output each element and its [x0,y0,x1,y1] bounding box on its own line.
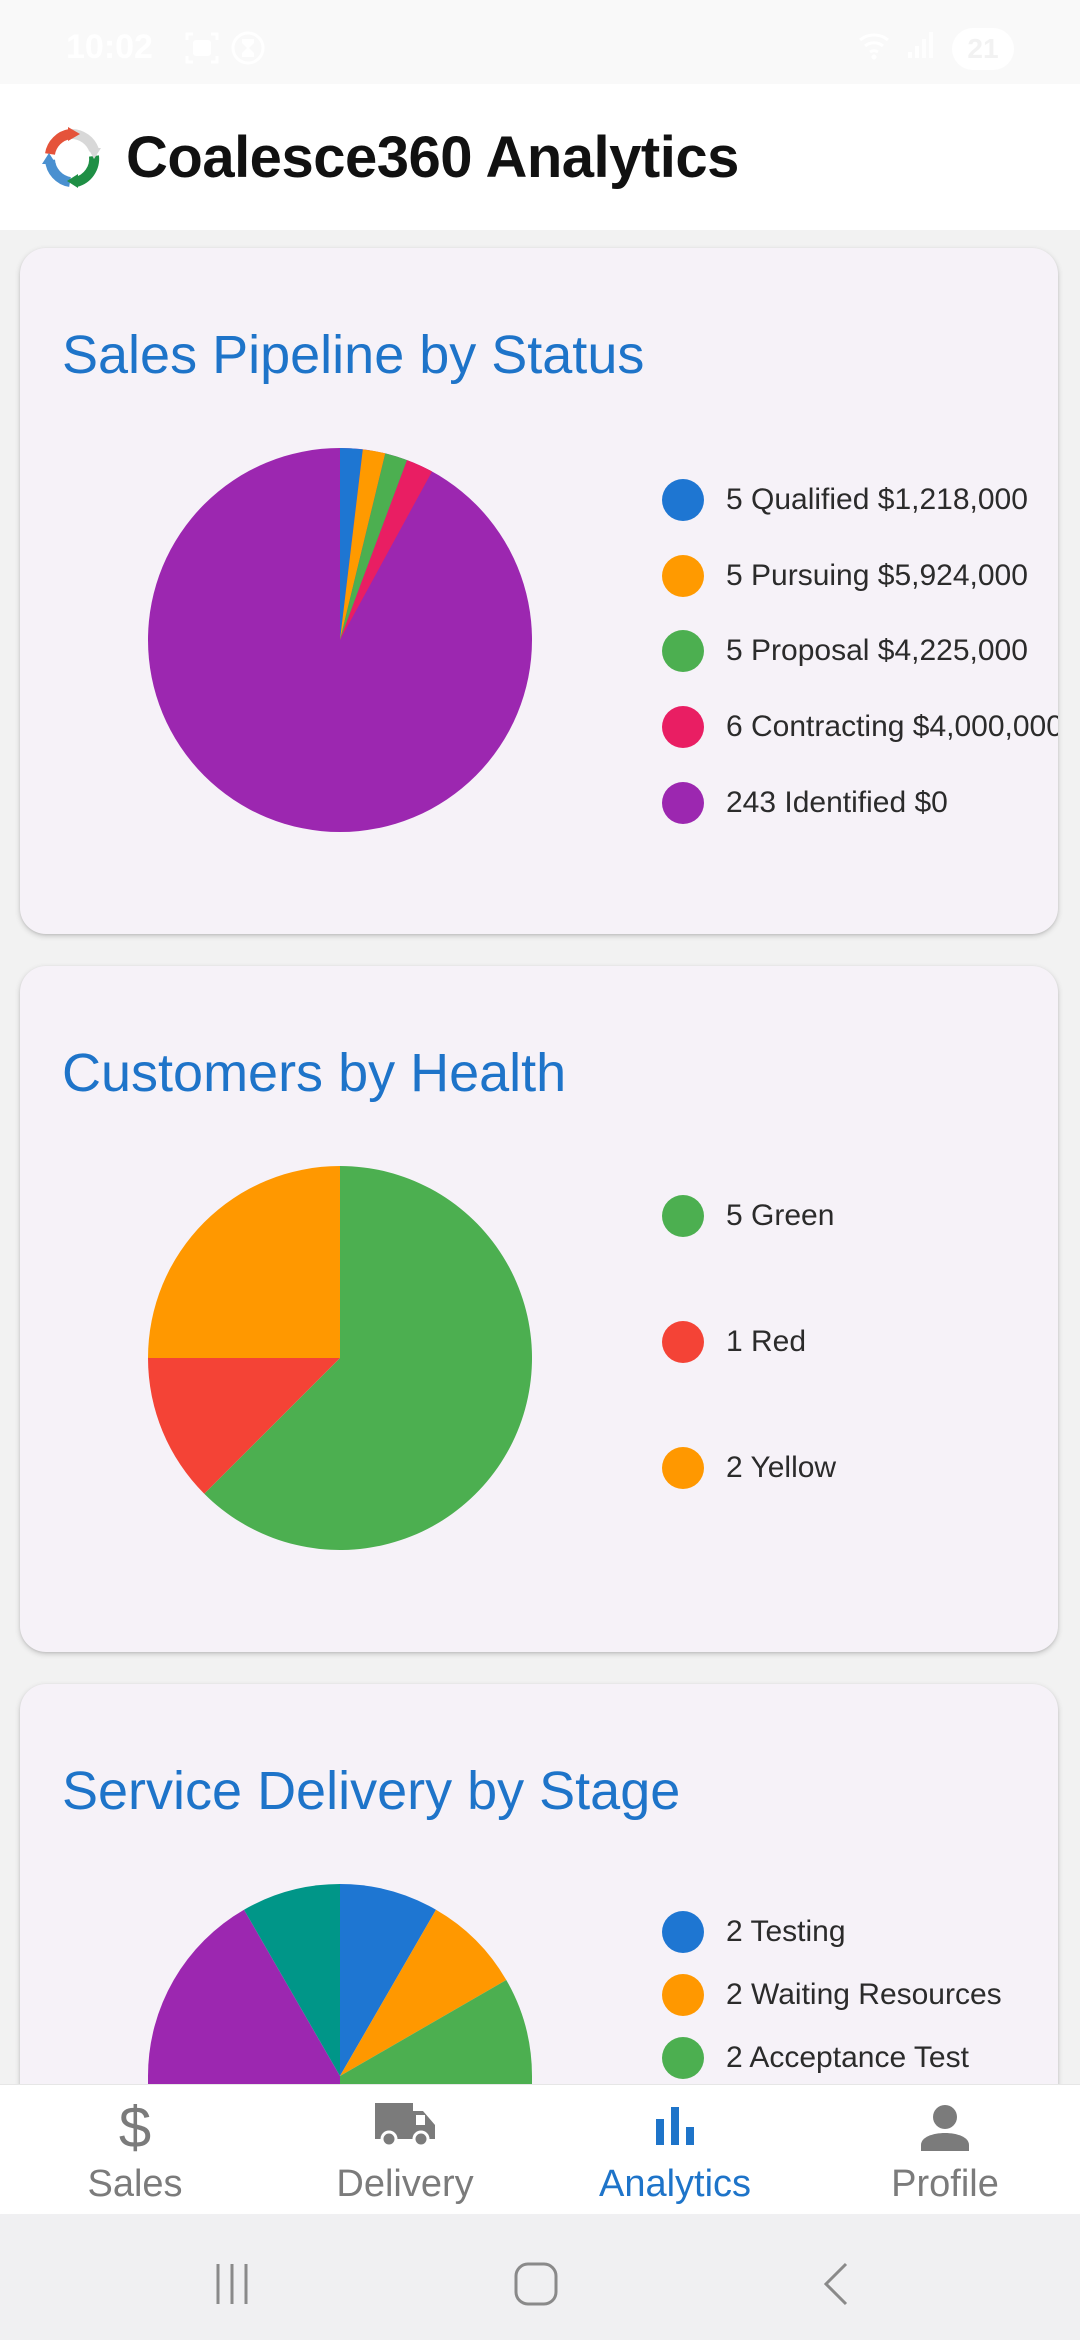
legend-dot [662,1911,704,1953]
legend-label: 6 Contracting $4,000,000 [726,710,1058,743]
dollar-icon: $ [115,2095,155,2160]
legend-item: 5 Pursuing $5,924,000 [662,554,1028,598]
service-delivery-card: Service Delivery by Stage 2 Testing 2 Wa… [20,1684,1058,2084]
slice-testing [340,1884,436,2076]
customers-health-card: Customers by Health 5 Green 1 Red 2 [20,966,1058,1652]
legend-label: 1 Red [726,1325,807,1358]
app-title: Coalesce360 Analytics [126,125,739,190]
legend-label: 2 Waiting Resources [726,1978,1002,2011]
legend-item: 2 Waiting Resources [662,1973,1002,2017]
card-title: Customers by Health [62,1043,567,1103]
legend-dot [662,1974,704,2016]
person-icon [921,2103,969,2156]
legend-item: 2 Acceptance Test [662,2036,969,2080]
nav-label: Delivery [336,2163,474,2205]
battery-indicator: 21 [952,28,1014,70]
nav-label: Profile [891,2163,999,2205]
home-icon[interactable] [514,2262,558,2311]
nav-tab-profile[interactable]: Profile [810,2085,1080,2215]
slice-proposal [340,453,408,640]
legend-dot [662,555,704,597]
truck-icon [373,2099,437,2154]
nav-tab-delivery[interactable]: Delivery [270,2085,540,2215]
legend-item: 2 Testing [662,1910,846,1954]
sales-pipeline-card: Sales Pipeline by Status 5 Qualified $1,… [20,248,1058,934]
legend-label: 5 Pursuing $5,924,000 [726,559,1028,592]
legend-label: 2 Testing [726,1915,846,1948]
legend-dot [662,1321,704,1363]
legend-dot [662,2037,704,2079]
system-navigation-bar [0,2214,1080,2340]
card-title: Service Delivery by Stage [62,1761,681,1821]
legend-item: 5 Green [662,1194,834,1238]
analytics-content[interactable]: Sales Pipeline by Status 5 Qualified $1,… [0,230,1080,2084]
status-time: 10:02 [66,28,153,66]
nav-label: Analytics [598,2163,752,2205]
card-title: Sales Pipeline by Status [62,325,645,385]
nav-tab-sales[interactable]: $ Sales [0,2085,270,2215]
status-bar: 10:02 21 [0,0,1080,84]
slice-pursuing [340,449,386,640]
screenshot-icon [184,30,220,71]
svg-text:$: $ [119,2099,151,2155]
legend-label: 5 Qualified $1,218,000 [726,483,1028,516]
service-delivery-pie-chart[interactable] [148,1884,532,2084]
nav-tab-analytics[interactable]: Analytics [540,2085,810,2215]
legend-dot [662,1195,704,1237]
legend-dot [662,630,704,672]
legend-label: 2 Yellow [726,1451,837,1484]
legend-dot [662,782,704,824]
back-icon[interactable] [820,2262,850,2311]
sales-pipeline-legend: 5 Qualified $1,218,000 5 Pursuing $5,924… [662,248,1058,934]
legend-dot [662,706,704,748]
legend-item: 1 Red [662,1320,806,1364]
nav-label: Sales [87,2163,183,2205]
legend-label: 243 Identified $0 [726,786,948,819]
wifi-6-icon [858,30,894,65]
legend-item: 6 Contracting $4,000,000 [662,705,1058,749]
legend-label: 5 Green [726,1199,835,1232]
service-delivery-legend: 2 Testing 2 Waiting Resources 2 Acceptan… [662,1684,1058,2084]
legend-item: 5 Proposal $4,225,000 [662,629,1028,673]
slice-acceptance-test [340,1980,532,2084]
slice-contracting [340,460,433,640]
slice-yellow [148,1166,340,1358]
customers-health-pie-chart[interactable] [148,1166,532,1550]
app-bar: Coalesce360 Analytics [0,84,1080,230]
slice-purple [148,1909,340,2084]
slice-waiting-resources [340,1909,507,2076]
bottom-navigation: $ Sales Delivery Analytics Profile [0,2084,1080,2214]
timer-icon [230,30,266,71]
legend-item: 2 Yellow [662,1446,836,1490]
slice-teal [244,1884,340,2076]
legend-label: 5 Proposal $4,225,000 [726,634,1028,667]
coalesce360-logo-icon [40,126,104,190]
slice-green [204,1166,532,1550]
sales-pipeline-pie-chart[interactable] [148,448,532,832]
legend-dot [662,1447,704,1489]
recents-icon[interactable] [212,2262,252,2311]
customers-health-legend: 5 Green 1 Red 2 Yellow [662,966,1058,1652]
signal-icon [906,30,936,65]
bar-chart-icon [653,2105,697,2154]
slice-qualified [340,448,363,640]
legend-dot [662,479,704,521]
legend-item: 5 Qualified $1,218,000 [662,478,1028,522]
legend-item: 243 Identified $0 [662,781,948,825]
legend-label: 2 Acceptance Test [726,2041,969,2074]
slice-red [148,1358,340,1494]
